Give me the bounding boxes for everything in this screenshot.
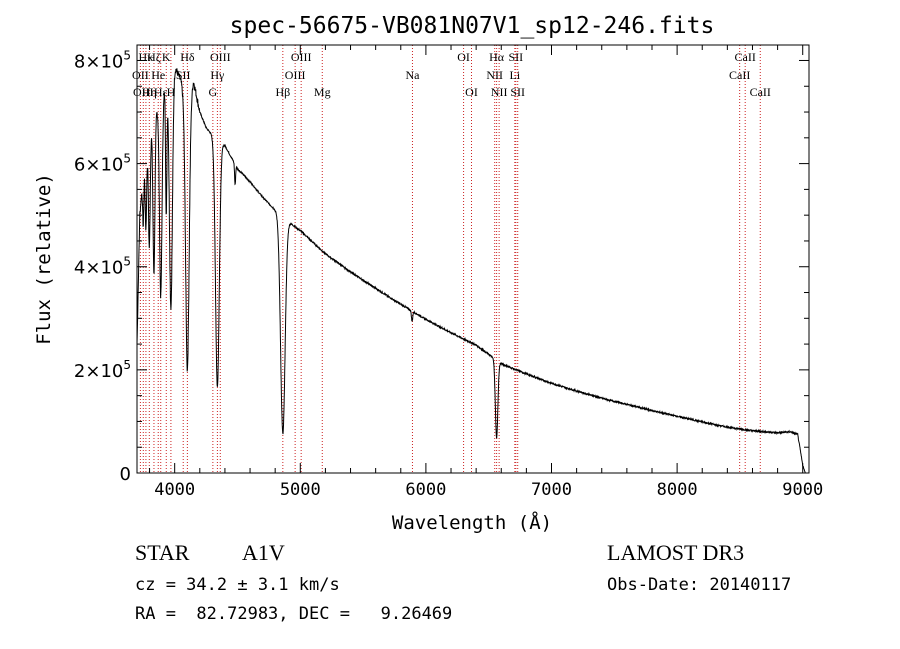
y-tick-exponent: 5 [123, 255, 131, 269]
line-marker-label: SII [508, 50, 523, 64]
y-tick-exponent: 5 [123, 48, 131, 62]
y-tick-mantissa: 6×10 [74, 155, 123, 176]
line-marker-label: SII [510, 85, 525, 99]
line-marker-label: OIII [285, 68, 306, 82]
line-marker-label: NII [491, 85, 508, 99]
line-marker-label: Hζ [147, 50, 161, 64]
line-marker-label: Hδ [180, 50, 195, 64]
y-tick-mantissa: 0 [120, 464, 131, 485]
coordinates-info: RA = 82.72983, DEC = 9.26469 [135, 604, 452, 624]
x-tick-label: 7000 [531, 480, 572, 500]
y-tick-exponent: 5 [123, 152, 131, 166]
line-marker-label: OI [457, 50, 470, 64]
line-marker-label: OI [465, 85, 478, 99]
object-subclass: A1V [242, 540, 285, 565]
line-marker-label: K [162, 50, 171, 64]
line-marker-label: OIII [291, 50, 312, 64]
survey-name: LAMOST DR3 [607, 540, 744, 565]
y-tick-exponent: 5 [123, 358, 131, 372]
x-tick-label: 5000 [280, 480, 321, 500]
y-tick-label: 2×105 [74, 358, 131, 382]
x-tick-label: 6000 [405, 480, 446, 500]
y-axis-label: Flux (relative) [33, 173, 55, 345]
line-marker-label: Hβ [275, 85, 290, 99]
line-markers-group [139, 45, 761, 473]
object-class: STAR [135, 540, 190, 565]
y-tick-mantissa: 8×10 [74, 51, 123, 72]
x-tick-label: 8000 [657, 480, 698, 500]
line-marker-label: He [151, 68, 165, 82]
line-marker-label: Li [509, 68, 520, 82]
line-marker-label: G [209, 85, 218, 99]
x-tick-label: 9000 [782, 480, 823, 500]
line-marker-label: Hε [154, 85, 168, 99]
line-marker-label: Hα [489, 50, 505, 64]
redshift-info: cz = 34.2 ± 3.1 km/s [135, 575, 340, 595]
line-marker-label: Mg [314, 85, 331, 99]
x-axis-label: Wavelength (Å) [392, 511, 552, 534]
line-marker-label: OII [132, 68, 149, 82]
line-marker-label: Hη [142, 85, 157, 99]
y-tick-label: 0 [120, 464, 131, 485]
line-marker-label: CaII [729, 68, 750, 82]
line-marker-label: OIII [133, 85, 154, 99]
chart-title: spec-56675-VB081N07V1_sp12-246.fits [230, 13, 715, 39]
line-marker-label: H [167, 85, 176, 99]
y-tick-mantissa: 4×10 [74, 258, 123, 279]
line-marker-labels-group: OIIOIIIHκHηHζHeHεKHSIIHδGHγOIIIHβOIIIOII… [132, 50, 771, 99]
y-tick-label: 8×105 [74, 48, 131, 72]
y-tick-mantissa: 2×10 [74, 361, 123, 382]
x-tick-label: 4000 [154, 480, 195, 500]
line-marker-label: Na [405, 68, 420, 82]
line-marker-label: CaII [750, 85, 771, 99]
spectrum-line [136, 68, 806, 474]
plot-frame [136, 44, 810, 474]
x-axis-ticks: 4000 5000 6000 7000 8000 9000 [149, 45, 823, 500]
line-marker-label: NII [486, 68, 503, 82]
line-marker-label: Hγ [210, 68, 225, 82]
y-tick-label: 6×105 [74, 152, 131, 176]
line-marker-label: CaII [735, 50, 756, 64]
line-marker-label: OIII [210, 50, 231, 64]
observation-date: Obs-Date: 20140117 [607, 575, 791, 595]
y-tick-label: 4×105 [74, 255, 131, 279]
